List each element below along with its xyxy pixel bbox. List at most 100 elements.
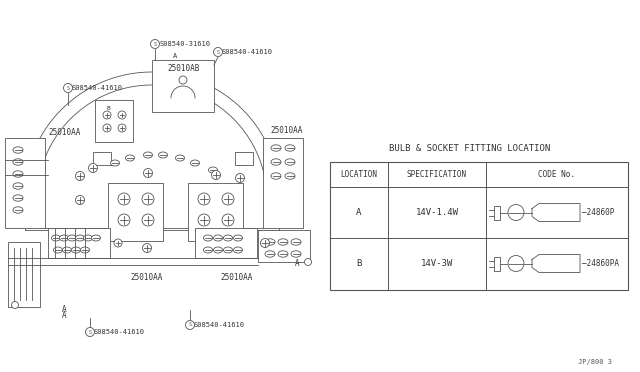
Text: S08540-41610: S08540-41610 [222, 49, 273, 55]
Text: 25010AA: 25010AA [220, 273, 252, 282]
Ellipse shape [214, 235, 223, 241]
Circle shape [150, 39, 159, 48]
Ellipse shape [125, 155, 134, 161]
Ellipse shape [159, 152, 168, 158]
Ellipse shape [214, 247, 223, 253]
Ellipse shape [271, 159, 281, 165]
Circle shape [76, 171, 84, 180]
Ellipse shape [265, 239, 275, 245]
Text: SPECIFICATION: SPECIFICATION [407, 170, 467, 179]
Ellipse shape [278, 251, 288, 257]
Text: BULB & SOCKET FITTING LOCATION: BULB & SOCKET FITTING LOCATION [389, 144, 550, 153]
Ellipse shape [209, 167, 218, 173]
Bar [195, 228, 257, 258]
Text: –24860PA: –24860PA [582, 259, 619, 268]
Circle shape [222, 193, 234, 205]
Bar [235, 152, 253, 165]
Ellipse shape [13, 147, 23, 153]
Ellipse shape [83, 235, 93, 241]
Text: 14V-3W: 14V-3W [421, 259, 453, 268]
Text: S08540-41610: S08540-41610 [194, 322, 245, 328]
Ellipse shape [72, 247, 81, 253]
Circle shape [88, 164, 97, 173]
Ellipse shape [204, 235, 212, 241]
Circle shape [143, 244, 152, 253]
Bar [5, 138, 45, 228]
Bar [8, 242, 40, 307]
Ellipse shape [13, 171, 23, 177]
Circle shape [103, 124, 111, 132]
Bar [95, 100, 133, 142]
Text: A: A [61, 305, 67, 314]
Text: 25010AA: 25010AA [48, 128, 81, 137]
Ellipse shape [285, 145, 295, 151]
Bar [152, 60, 214, 112]
Text: S08540-41610: S08540-41610 [94, 329, 145, 335]
Circle shape [118, 111, 126, 119]
Ellipse shape [175, 155, 184, 161]
Circle shape [179, 76, 187, 84]
Text: LOCATION: LOCATION [340, 170, 378, 179]
Circle shape [261, 239, 269, 247]
Ellipse shape [143, 152, 152, 158]
Text: S08540-31610: S08540-31610 [159, 41, 210, 47]
Circle shape [236, 173, 244, 183]
Bar [494, 257, 500, 270]
Ellipse shape [13, 183, 23, 189]
Text: A: A [173, 53, 177, 59]
Circle shape [143, 169, 152, 177]
Text: B: B [106, 106, 110, 110]
Circle shape [214, 48, 223, 57]
Ellipse shape [204, 247, 212, 253]
Text: S: S [216, 49, 220, 55]
Circle shape [186, 321, 195, 330]
Circle shape [260, 238, 269, 247]
Ellipse shape [111, 160, 120, 166]
Circle shape [63, 83, 72, 93]
Circle shape [198, 214, 210, 226]
Text: JP/800 3: JP/800 3 [578, 359, 612, 365]
Ellipse shape [67, 235, 77, 241]
Ellipse shape [291, 239, 301, 245]
Bar [93, 152, 111, 165]
Ellipse shape [223, 247, 232, 253]
Ellipse shape [13, 207, 23, 213]
Bar [263, 138, 303, 228]
Text: –24860P: –24860P [582, 208, 614, 217]
Bar [108, 183, 163, 241]
Bar [258, 230, 310, 262]
Text: S08540-41610: S08540-41610 [72, 85, 123, 91]
Bar [188, 183, 243, 241]
Circle shape [211, 170, 221, 180]
Text: A: A [294, 260, 300, 269]
Ellipse shape [60, 235, 68, 241]
Circle shape [305, 259, 312, 266]
Text: S: S [154, 42, 157, 46]
Bar [330, 162, 628, 290]
Circle shape [114, 239, 122, 247]
Circle shape [142, 193, 154, 205]
Ellipse shape [51, 235, 61, 241]
Circle shape [103, 111, 111, 119]
Circle shape [222, 214, 234, 226]
Circle shape [76, 196, 84, 205]
Text: A: A [61, 311, 67, 320]
Circle shape [198, 193, 210, 205]
Ellipse shape [81, 247, 90, 253]
Ellipse shape [278, 239, 288, 245]
Ellipse shape [271, 173, 281, 179]
Circle shape [508, 205, 524, 221]
Ellipse shape [63, 247, 72, 253]
Ellipse shape [13, 159, 23, 165]
Bar [494, 205, 500, 219]
Circle shape [118, 193, 130, 205]
Ellipse shape [285, 173, 295, 179]
Text: 14V-1.4W: 14V-1.4W [415, 208, 458, 217]
Ellipse shape [13, 195, 23, 201]
Ellipse shape [234, 235, 243, 241]
Ellipse shape [54, 247, 63, 253]
Ellipse shape [191, 160, 200, 166]
Text: 25010AA: 25010AA [270, 125, 302, 135]
Text: S: S [88, 330, 92, 334]
Text: S: S [67, 86, 70, 90]
